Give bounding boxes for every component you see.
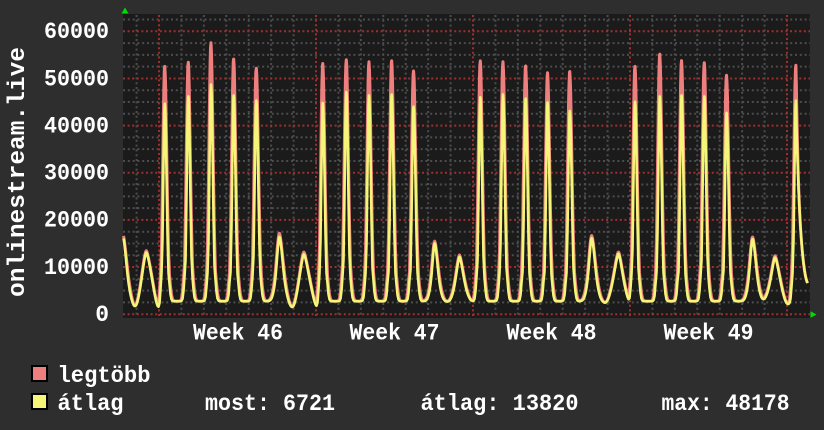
svg-text:most: 6721: most: 6721: [205, 391, 335, 417]
svg-text:20000: 20000: [44, 208, 109, 234]
svg-text:Week 48: Week 48: [507, 321, 597, 347]
svg-text:10000: 10000: [44, 255, 109, 281]
svg-text:átlag: 13820: átlag: 13820: [421, 391, 579, 417]
svg-text:Week 47: Week 47: [350, 321, 440, 347]
svg-text:0: 0: [95, 302, 109, 328]
svg-text:max: 48178: max: 48178: [662, 391, 790, 417]
svg-text:40000: 40000: [44, 113, 109, 139]
svg-text:30000: 30000: [44, 161, 109, 187]
svg-text:onlinestream.live: onlinestream.live: [5, 47, 32, 297]
svg-text:60000: 60000: [44, 19, 109, 45]
svg-text:Week 46: Week 46: [193, 321, 283, 347]
svg-text:legtöbb: legtöbb: [58, 363, 151, 389]
svg-text:átlag: átlag: [58, 391, 124, 417]
svg-text:Week 49: Week 49: [664, 321, 754, 347]
svg-text:50000: 50000: [44, 66, 109, 92]
